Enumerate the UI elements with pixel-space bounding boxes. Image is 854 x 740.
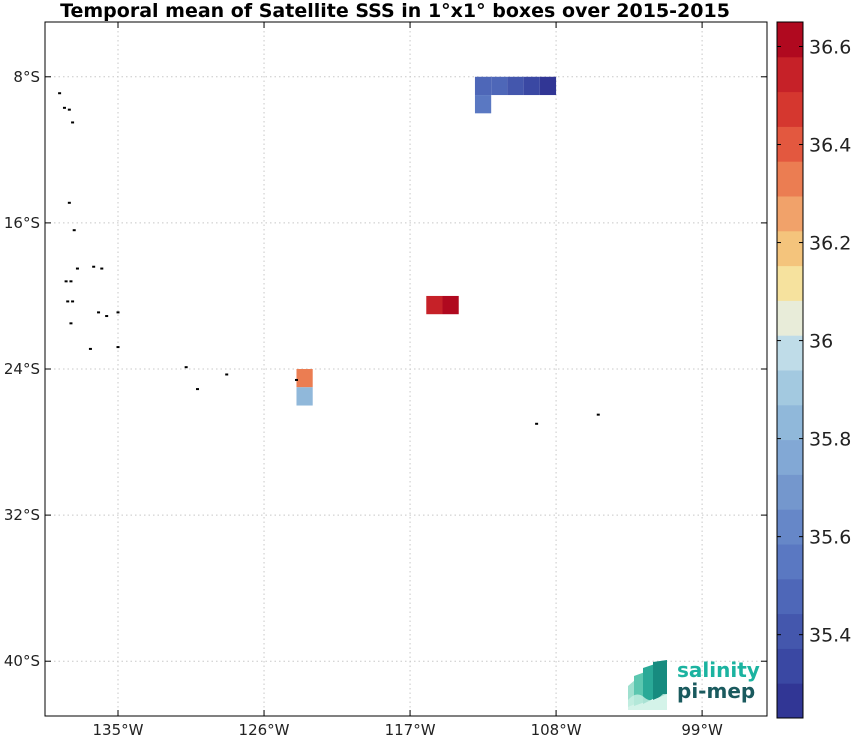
- colorbar-segment: [777, 196, 803, 232]
- island-marker: [62, 106, 66, 109]
- lat-tick-label: 16°S: [4, 214, 40, 232]
- island-marker: [75, 267, 79, 270]
- colorbar-tick-label: 35.6: [809, 527, 851, 549]
- colorbar-tick-label: 36: [809, 331, 833, 353]
- island-marker: [71, 121, 75, 124]
- lon-tick-label: 126°W: [239, 721, 290, 739]
- lon-tick-label: 108°W: [531, 721, 582, 739]
- island-marker: [294, 378, 298, 381]
- colorbar-tick-label: 36.2: [809, 233, 851, 255]
- colorbar-segment: [777, 509, 803, 545]
- axis-ticks: 135°W 126°W 117°W 108°W 99°W 8°S 16°S 24°S 32°S 4…: [4, 22, 767, 739]
- grid-layer: [45, 22, 767, 716]
- island-marker: [535, 422, 539, 425]
- colorbar-segment: [777, 56, 803, 93]
- island-marker: [196, 388, 200, 391]
- lon-tick-label: 135°W: [93, 721, 144, 739]
- colorbar-segment: [777, 613, 803, 649]
- colorbar-segment: [777, 265, 803, 301]
- island-marker: [105, 315, 109, 318]
- island-marker: [69, 280, 73, 283]
- salinity-pimep-logo-icon: [628, 660, 667, 710]
- colorbar-segment: [777, 683, 803, 719]
- colorbar-segment: [777, 439, 803, 475]
- lon-tick-label: 117°W: [385, 721, 436, 739]
- colorbar-segment: [777, 648, 803, 684]
- map-title: Temporal mean of Satellite SSS in 1°x1° …: [60, 0, 730, 22]
- colorbar-segment: [777, 578, 803, 615]
- colorbar-tick-label: 36.6: [809, 37, 851, 59]
- colorbar-tick-label: 35.4: [809, 625, 851, 647]
- island-marker: [97, 311, 101, 314]
- logo-text-salinity: salinity: [677, 658, 760, 682]
- sss-box: [296, 387, 313, 406]
- colorbar-segment: [777, 544, 803, 580]
- sss-box: [491, 76, 508, 96]
- lon-tick-label: 99°W: [681, 721, 723, 739]
- sss-box: [507, 76, 524, 96]
- island-marker: [100, 267, 104, 270]
- colorbar-frame: [776, 21, 804, 719]
- colorbar-segment: [777, 300, 803, 336]
- colorbar-segment: [777, 161, 803, 197]
- colorbar-segment: [777, 370, 803, 406]
- colorbar-tick-label: 35.8: [809, 429, 851, 451]
- colorbar-segment: [777, 404, 803, 441]
- colorbar-segment: [777, 230, 803, 267]
- colorbar: 35.4 35.6 35.8 36 36.2 36.4 36.6: [776, 21, 851, 719]
- sss-box: [426, 295, 443, 315]
- sss-boxes-layer: [296, 76, 557, 406]
- lat-tick-label: 8°S: [13, 68, 40, 86]
- colorbar-segment: [777, 91, 803, 127]
- island-marker: [72, 229, 76, 232]
- lat-tick-label: 32°S: [4, 506, 40, 524]
- island-marker: [116, 311, 120, 314]
- island-marker: [67, 201, 71, 204]
- island-marker: [67, 108, 71, 111]
- sss-box: [474, 76, 492, 96]
- island-marker: [116, 346, 120, 349]
- island-marker: [71, 300, 75, 303]
- colorbar-tick-label: 36.4: [809, 135, 851, 157]
- sss-box: [296, 369, 313, 388]
- sss-box: [442, 295, 459, 315]
- colorbar-segment: [777, 474, 803, 510]
- sss-box: [474, 95, 492, 114]
- islands-layer: [58, 92, 600, 425]
- sss-box: [539, 76, 557, 96]
- lat-tick-label: 40°S: [4, 652, 40, 670]
- sss-box: [523, 76, 540, 96]
- island-marker: [88, 347, 92, 350]
- island-marker: [69, 322, 73, 325]
- colorbar-segment: [777, 335, 803, 371]
- island-marker: [184, 366, 188, 369]
- colorbar-segment: [777, 22, 803, 58]
- colorbar-segment: [777, 126, 803, 162]
- island-marker: [225, 373, 229, 376]
- island-marker: [66, 300, 70, 303]
- logo-text-pimep: pi-mep: [677, 679, 756, 703]
- island-marker: [92, 265, 96, 268]
- island-marker: [58, 92, 62, 95]
- lat-tick-label: 24°S: [4, 360, 40, 378]
- island-marker: [596, 413, 600, 416]
- island-marker: [64, 280, 68, 283]
